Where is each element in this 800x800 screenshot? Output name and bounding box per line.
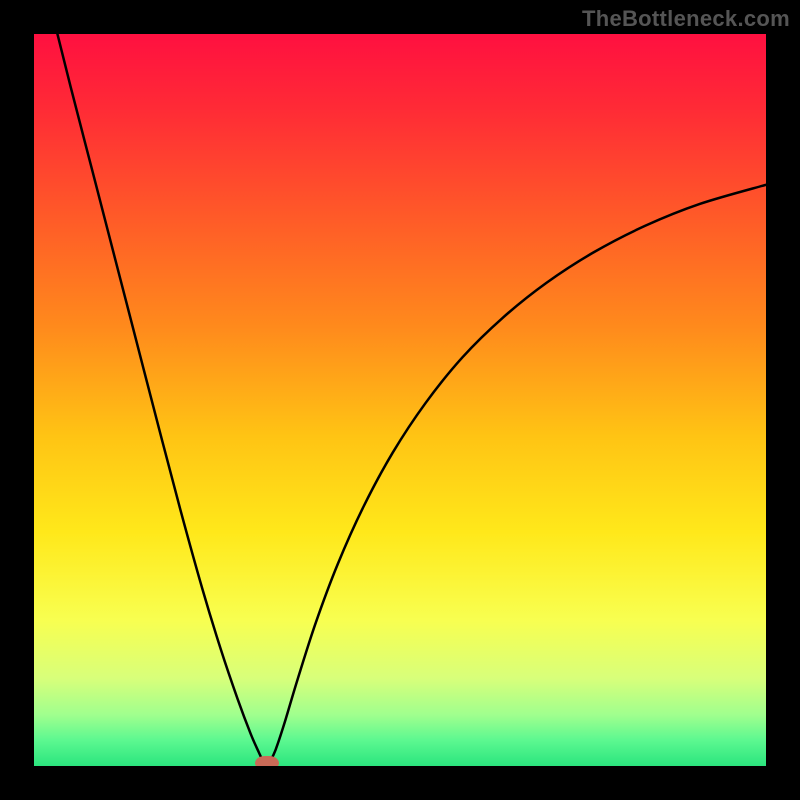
chart-container: TheBottleneck.com xyxy=(0,0,800,800)
curves-layer xyxy=(34,34,766,766)
right-curve xyxy=(270,185,766,763)
plot-area xyxy=(34,34,766,766)
watermark-text: TheBottleneck.com xyxy=(582,6,790,32)
left-curve xyxy=(57,34,263,763)
minimum-marker xyxy=(255,756,279,766)
